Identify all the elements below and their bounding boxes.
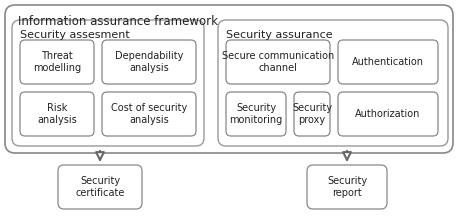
Text: Security
proxy: Security proxy <box>291 103 331 125</box>
Text: Security
monitoring: Security monitoring <box>229 103 282 125</box>
FancyBboxPatch shape <box>20 92 94 136</box>
FancyBboxPatch shape <box>58 165 142 209</box>
Text: Cost of security
analysis: Cost of security analysis <box>111 103 187 125</box>
Text: Security
report: Security report <box>326 176 366 198</box>
FancyBboxPatch shape <box>337 40 437 84</box>
Text: Threat
modelling: Threat modelling <box>33 51 81 73</box>
Text: Secure communication
channel: Secure communication channel <box>221 51 333 73</box>
Text: Information assurance framework: Information assurance framework <box>18 15 218 28</box>
FancyBboxPatch shape <box>337 92 437 136</box>
Text: Security
certificate: Security certificate <box>75 176 124 198</box>
Text: Authorization: Authorization <box>354 109 420 119</box>
Text: Security assesment: Security assesment <box>20 30 129 40</box>
Text: Dependability
analysis: Dependability analysis <box>115 51 183 73</box>
FancyBboxPatch shape <box>218 20 447 146</box>
FancyBboxPatch shape <box>293 92 329 136</box>
Text: Risk
analysis: Risk analysis <box>37 103 77 125</box>
Text: Security assurance: Security assurance <box>225 30 332 40</box>
FancyBboxPatch shape <box>20 40 94 84</box>
FancyBboxPatch shape <box>306 165 386 209</box>
FancyBboxPatch shape <box>12 20 203 146</box>
FancyBboxPatch shape <box>102 92 196 136</box>
FancyBboxPatch shape <box>225 40 329 84</box>
FancyBboxPatch shape <box>102 40 196 84</box>
FancyBboxPatch shape <box>5 5 452 153</box>
Text: Authentication: Authentication <box>351 57 423 67</box>
FancyBboxPatch shape <box>225 92 285 136</box>
